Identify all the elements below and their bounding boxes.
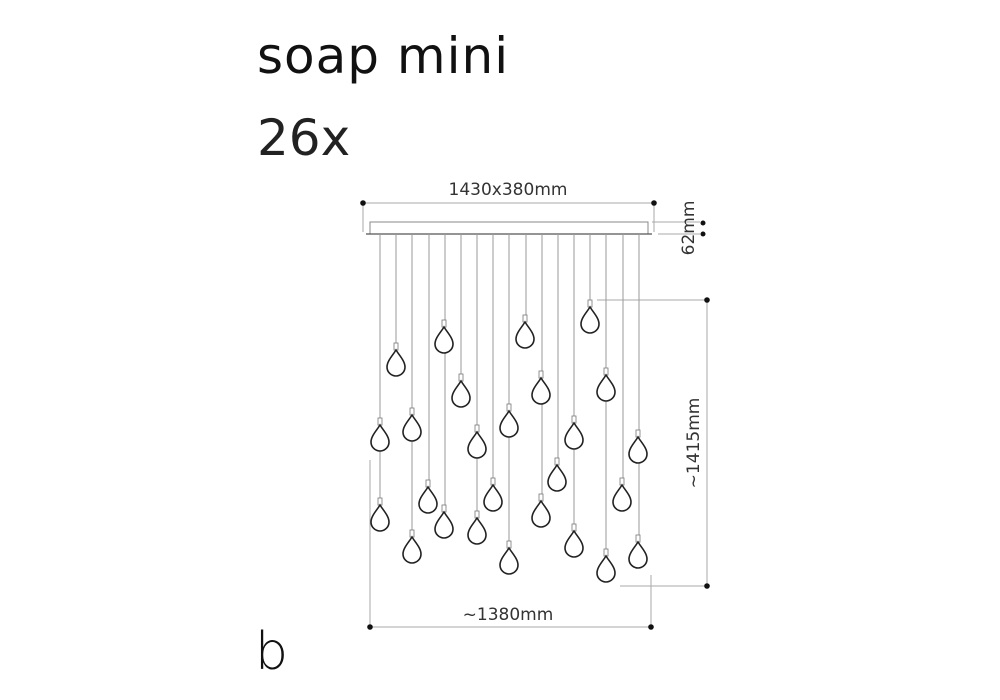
bulb-glass <box>612 483 632 512</box>
pendant-bulb <box>434 504 454 539</box>
pendant-count-label: 26x <box>257 109 351 167</box>
pendants <box>370 299 648 583</box>
pendant-bulb <box>564 415 584 450</box>
dimension-lines <box>362 202 708 628</box>
pendant-bulb <box>402 529 422 564</box>
pendant-bulb <box>370 497 390 532</box>
pendant-bulb <box>499 540 519 575</box>
bulb-glass <box>434 510 454 539</box>
bulb-glass <box>418 485 438 514</box>
pendant-bulb <box>531 370 551 405</box>
pendant-bulb <box>612 477 632 512</box>
pendant-bulb <box>564 523 584 558</box>
bulb-glass <box>434 325 454 354</box>
bulb-glass <box>628 435 648 464</box>
bulb-glass <box>402 535 422 564</box>
dimension-dot <box>700 231 706 237</box>
pendant-bulb <box>467 424 487 459</box>
pendant-bulb <box>434 319 454 354</box>
pendant-bulb <box>402 407 422 442</box>
canopy-height-label: 62mm <box>679 201 699 256</box>
pendant-bulb <box>547 457 567 492</box>
pendant-bulb <box>418 479 438 514</box>
bulb-glass <box>451 379 471 408</box>
spread-width-label: ~1380mm <box>463 605 554 625</box>
pendant-bulb <box>628 429 648 464</box>
bulb-glass <box>531 499 551 528</box>
pendant-bulb <box>596 548 616 583</box>
canopy <box>369 221 649 235</box>
bulb-glass <box>564 529 584 558</box>
bulb-glass <box>580 305 600 334</box>
bulb-glass <box>515 320 535 349</box>
pendant-bulb <box>467 510 487 545</box>
dimension-dot <box>700 220 706 226</box>
pendant-bulb <box>386 342 406 377</box>
canopy-dimension-label: 1430x380mm <box>449 180 568 200</box>
bulb-glass <box>547 463 567 492</box>
brand-logo: b <box>255 622 289 682</box>
pendant-bulb <box>370 417 390 452</box>
bulb-glass <box>370 503 390 532</box>
dimension-dot <box>651 200 657 206</box>
bulb-glass <box>370 423 390 452</box>
pendant-bulb <box>580 299 600 334</box>
bulb-glass <box>564 421 584 450</box>
bulb-glass <box>402 413 422 442</box>
bulb-glass <box>499 546 519 575</box>
pendant-bulb <box>499 403 519 438</box>
dimension-dot <box>367 624 373 630</box>
pendant-bulb <box>451 373 471 408</box>
bulb-glass <box>628 540 648 569</box>
dimension-dot <box>648 624 654 630</box>
dimension-dots <box>360 200 710 630</box>
bulb-glass <box>531 376 551 405</box>
dimension-dot <box>360 200 366 206</box>
bulb-glass <box>483 483 503 512</box>
pendant-bulb <box>596 367 616 402</box>
pendant-bulb <box>515 314 535 349</box>
pendant-bulb <box>628 534 648 569</box>
pendant-bulb <box>531 493 551 528</box>
product-title: soap mini <box>257 27 510 85</box>
dimension-dot <box>704 583 710 589</box>
bulb-glass <box>386 348 406 377</box>
bulb-glass <box>467 430 487 459</box>
pendant-bulb <box>483 477 503 512</box>
bulb-glass <box>596 554 616 583</box>
bulb-glass <box>596 373 616 402</box>
drop-height-label: ~1415mm <box>684 398 704 489</box>
bulb-glass <box>499 409 519 438</box>
dimension-dot <box>704 297 710 303</box>
bulb-glass <box>467 516 487 545</box>
